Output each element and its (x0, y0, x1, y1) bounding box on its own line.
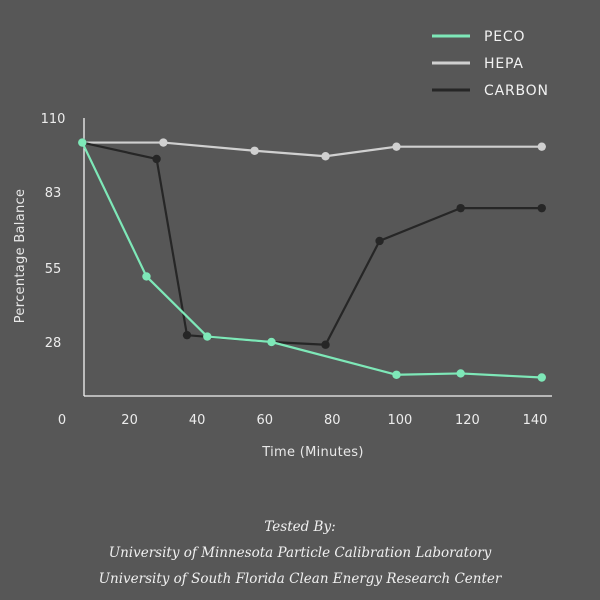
y-tick-label: 83 (45, 186, 62, 201)
series-lines (78, 138, 546, 382)
data-point-hepa (250, 146, 259, 155)
data-point-peco (78, 138, 87, 147)
line-chart: 0 20 40 60 80 100 120 140 28 55 83 110 Time (Minut… (13, 29, 552, 460)
x-tick-label: 60 (256, 413, 273, 428)
series-hepa (78, 138, 546, 161)
y-tick-label: 110 (41, 112, 66, 127)
series-line-carbon (82, 141, 542, 346)
legend-label: CARBON (484, 83, 549, 99)
legend-item-hepa: HEPA (432, 56, 524, 72)
data-point-peco (456, 369, 465, 378)
legend-item-peco: PECO (432, 29, 525, 45)
y-tick-labels: 28 55 83 110 (41, 112, 66, 351)
series-line-hepa (82, 141, 542, 158)
data-point-carbon (375, 236, 384, 246)
data-point-peco (142, 272, 151, 281)
series-peco (78, 138, 546, 382)
legend-label: PECO (484, 29, 525, 45)
data-point-carbon (152, 154, 161, 164)
x-tick-labels: 0 20 40 60 80 100 120 140 (58, 413, 548, 428)
data-point-hepa (321, 152, 330, 161)
data-point-peco (267, 337, 276, 347)
x-tick-label: 100 (387, 413, 412, 428)
data-point-hepa (159, 138, 168, 147)
x-tick-label: 20 (121, 413, 138, 428)
data-point-carbon (321, 340, 330, 349)
x-tick-label: 140 (523, 413, 548, 428)
y-tick-label: 55 (45, 262, 62, 277)
axes (83, 118, 552, 397)
x-tick-label: 120 (455, 413, 480, 428)
x-tick-label: 0 (58, 413, 66, 428)
y-tick-label: 28 (45, 336, 62, 351)
credits-line-2: University of South Florida Clean Energy… (98, 571, 502, 587)
data-point-carbon (537, 203, 546, 213)
credits-heading: Tested By: (264, 519, 336, 535)
legend-item-carbon: CARBON (432, 83, 549, 99)
x-tick-label: 80 (324, 413, 341, 428)
y-axis-title: Percentage Balance (13, 189, 28, 324)
data-point-peco (537, 373, 546, 382)
series-line-peco (81, 142, 542, 379)
series-carbon (78, 138, 546, 349)
legend-label: HEPA (484, 56, 524, 72)
legend: PECO HEPA CARBON (432, 29, 549, 99)
x-axis-title: Time (Minutes) (261, 445, 363, 460)
data-point-peco (392, 370, 401, 379)
x-tick-label: 40 (189, 413, 206, 428)
credits-line-1: University of Minnesota Particle Calibra… (108, 545, 492, 561)
data-point-carbon (456, 203, 465, 213)
data-point-hepa (392, 142, 401, 151)
data-point-hepa (537, 142, 546, 151)
data-point-peco (203, 332, 212, 341)
data-point-carbon (182, 330, 192, 340)
